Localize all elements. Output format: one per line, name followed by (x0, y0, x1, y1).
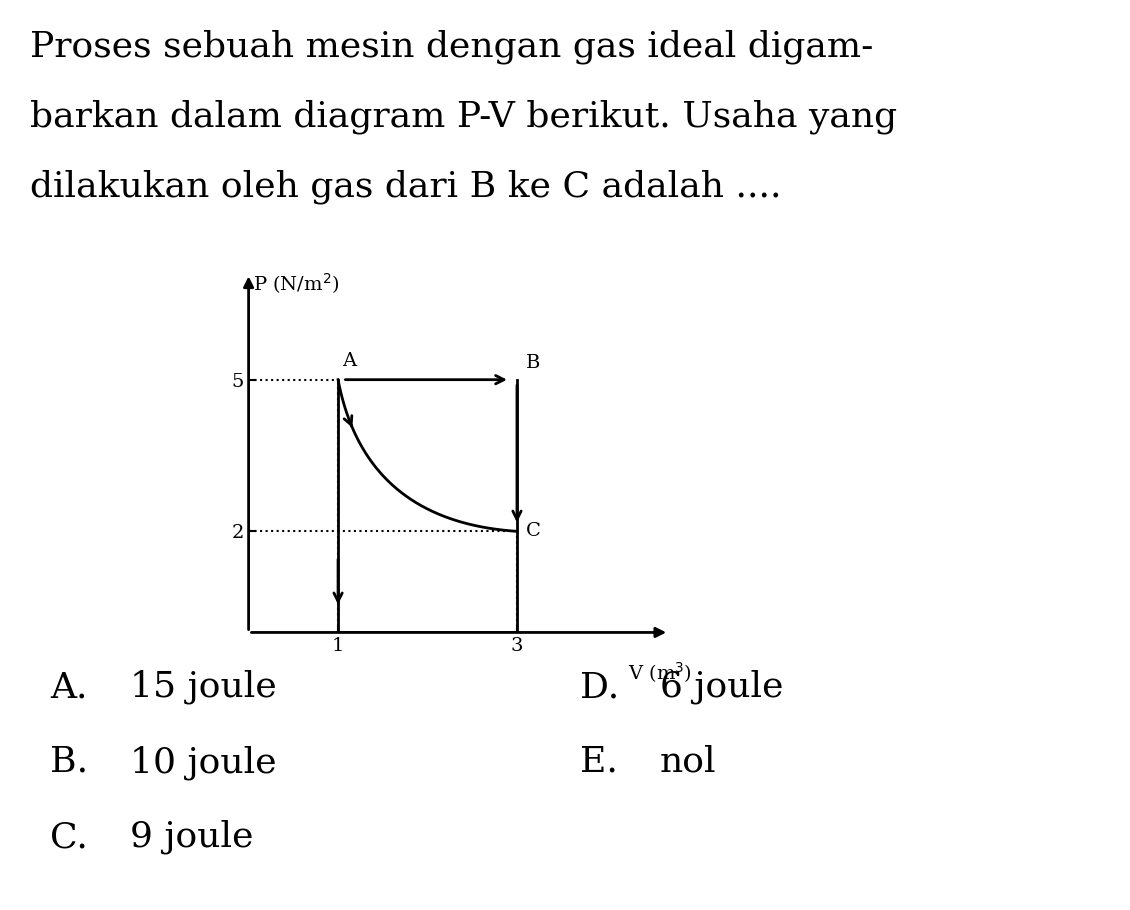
Text: 9 joule: 9 joule (130, 820, 253, 854)
Text: D.: D. (580, 670, 619, 704)
Text: E.: E. (580, 745, 618, 779)
Text: B.: B. (50, 745, 88, 779)
Text: P (N/m$^2$): P (N/m$^2$) (253, 271, 339, 296)
Text: dilakukan oleh gas dari B ke C adalah ....: dilakukan oleh gas dari B ke C adalah ..… (31, 170, 782, 205)
Text: B: B (525, 354, 540, 372)
Text: 10 joule: 10 joule (130, 745, 277, 780)
Text: nol: nol (660, 745, 716, 779)
Text: A.: A. (50, 670, 87, 704)
Text: 6 joule: 6 joule (660, 670, 783, 704)
Text: Proses sebuah mesin dengan gas ideal digam-: Proses sebuah mesin dengan gas ideal dig… (31, 30, 873, 65)
Text: C: C (525, 522, 541, 541)
Text: 15 joule: 15 joule (130, 670, 277, 704)
Text: V (m$^3$): V (m$^3$) (628, 661, 692, 685)
Text: A: A (342, 351, 357, 369)
Text: barkan dalam diagram P-V berikut. Usaha yang: barkan dalam diagram P-V berikut. Usaha … (31, 100, 897, 135)
Text: C.: C. (50, 820, 88, 854)
